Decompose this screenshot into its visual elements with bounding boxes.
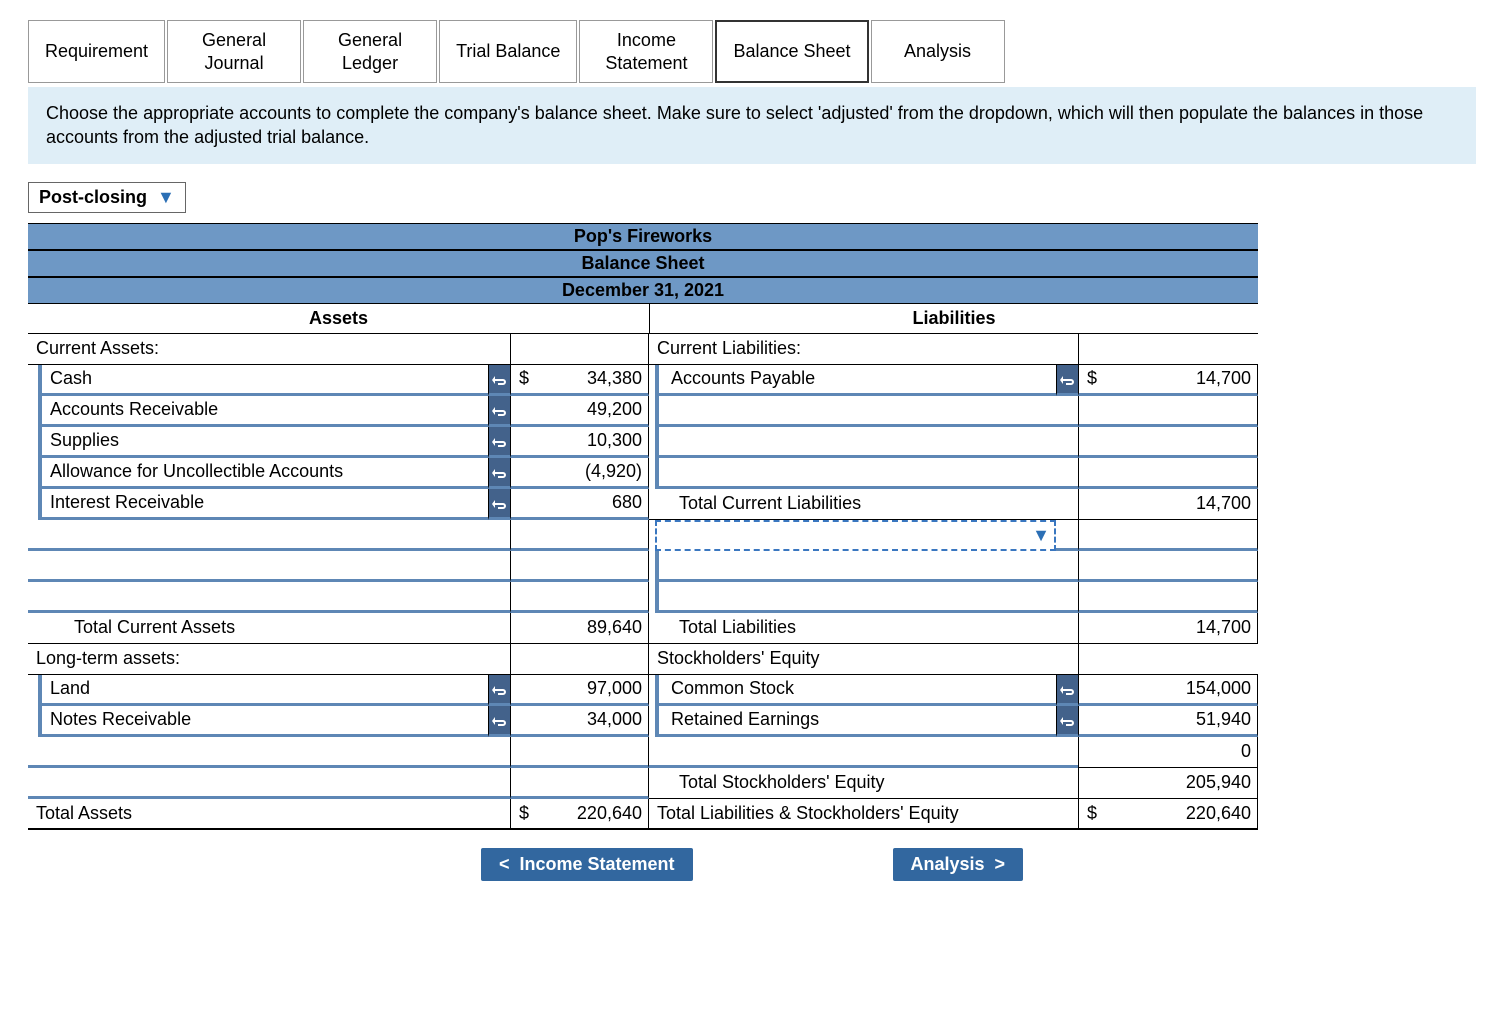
- account-select-asset-5[interactable]: [28, 520, 488, 551]
- equity-row-2: [649, 737, 1056, 768]
- current-assets-header: Current Assets:: [28, 334, 488, 365]
- amount-allowance[interactable]: (4,920): [510, 458, 649, 489]
- account-select-lt-3[interactable]: [28, 768, 488, 799]
- amount-asset-6[interactable]: [510, 551, 649, 582]
- amount-cash[interactable]: $34,380: [510, 365, 649, 396]
- account-select-notes-rec[interactable]: Notes Receivable: [38, 706, 488, 737]
- undo-icon[interactable]: [488, 396, 510, 427]
- account-select-supplies[interactable]: Supplies: [38, 427, 488, 458]
- assets-header: Assets: [28, 304, 649, 333]
- undo-icon[interactable]: [488, 458, 510, 489]
- total-liabilities-label: Total Liabilities: [649, 613, 1056, 644]
- account-select-liab-extra-0[interactable]: [655, 551, 1056, 582]
- statement-title: Balance Sheet: [28, 250, 1258, 277]
- prev-button[interactable]: < Income Statement: [481, 848, 693, 881]
- total-liab-equity-label: Total Liabilities & Stockholders' Equity: [649, 799, 1056, 830]
- undo-icon[interactable]: [488, 365, 510, 396]
- amount-liab-extra-0[interactable]: [1078, 520, 1258, 551]
- amount-accounts-payable[interactable]: $14,700: [1078, 365, 1258, 396]
- undo-icon[interactable]: [488, 489, 510, 520]
- undo-icon[interactable]: [488, 675, 510, 706]
- total-current-assets-amount: 89,640: [510, 613, 649, 644]
- undo-icon[interactable]: [488, 427, 510, 458]
- amount-retained-earnings[interactable]: 51,940: [1078, 706, 1258, 737]
- account-dropdown-active[interactable]: ▼: [655, 520, 1056, 551]
- amount-lt-3[interactable]: [510, 768, 649, 799]
- amount-asset-7[interactable]: [510, 582, 649, 613]
- tab-general-journal[interactable]: General Journal: [167, 20, 301, 83]
- undo-icon[interactable]: [1056, 365, 1078, 396]
- account-select-land[interactable]: Land: [38, 675, 488, 706]
- amount-liab-extra-2[interactable]: [1078, 582, 1258, 613]
- account-select-lt-2[interactable]: [28, 737, 488, 768]
- amount-ar[interactable]: 49,200: [510, 396, 649, 427]
- total-liabilities-amount: 14,700: [1078, 613, 1258, 644]
- amount-lt-2[interactable]: [510, 737, 649, 768]
- amount-liab-2[interactable]: [1078, 427, 1258, 458]
- account-select-asset-6[interactable]: [28, 551, 488, 582]
- account-select-liab-2[interactable]: [655, 427, 1056, 458]
- account-select-liab-3[interactable]: [655, 458, 1056, 489]
- account-select-liab-extra-1[interactable]: [655, 582, 1056, 613]
- tab-analysis[interactable]: Analysis: [871, 20, 1005, 83]
- amount-supplies[interactable]: 10,300: [510, 427, 649, 458]
- statement-date: December 31, 2021: [28, 277, 1258, 304]
- company-name: Pop's Fireworks: [28, 223, 1258, 250]
- amount-equity-2: 0: [1078, 737, 1258, 768]
- tab-requirement[interactable]: Requirement: [28, 20, 165, 83]
- undo-icon[interactable]: [488, 706, 510, 737]
- account-select-liab-1[interactable]: [655, 396, 1056, 427]
- trial-balance-type-value: Post-closing: [39, 187, 147, 208]
- amount-notes-rec[interactable]: 34,000: [510, 706, 649, 737]
- account-select-retained-earnings[interactable]: Retained Earnings: [655, 706, 1056, 737]
- account-select-ar[interactable]: Accounts Receivable: [38, 396, 488, 427]
- instruction-text: Choose the appropriate accounts to compl…: [28, 87, 1476, 164]
- amount-asset-5[interactable]: [510, 520, 649, 551]
- account-select-allowance[interactable]: Allowance for Uncollectible Accounts: [38, 458, 488, 489]
- amount-interest-rec[interactable]: 680: [510, 489, 649, 520]
- chevron-down-icon: ▼: [1032, 525, 1050, 546]
- chevron-down-icon: ▼: [157, 187, 175, 208]
- amount-common-stock[interactable]: 154,000: [1078, 675, 1258, 706]
- total-equity-amount: 205,940: [1078, 768, 1258, 799]
- tab-bar: Requirement General Journal General Ledg…: [28, 20, 1476, 83]
- undo-icon[interactable]: [1056, 675, 1078, 706]
- total-assets-label: Total Assets: [28, 799, 488, 830]
- account-select-cash[interactable]: Cash: [38, 365, 488, 396]
- total-liab-equity-amount: $220,640: [1078, 799, 1258, 830]
- amount-liab-3[interactable]: [1078, 458, 1258, 489]
- trial-balance-type-select[interactable]: Post-closing ▼: [28, 182, 186, 213]
- account-select-asset-7[interactable]: [28, 582, 488, 613]
- total-current-assets-label: Total Current Assets: [28, 613, 488, 644]
- stockholders-equity-header: Stockholders' Equity: [649, 644, 1056, 675]
- current-liabilities-header: Current Liabilities:: [649, 334, 1056, 365]
- account-select-common-stock[interactable]: Common Stock: [655, 675, 1056, 706]
- total-current-liabilities-amount: 14,700: [1078, 489, 1258, 520]
- tab-trial-balance[interactable]: Trial Balance: [439, 20, 577, 83]
- amount-liab-extra-1[interactable]: [1078, 551, 1258, 582]
- tab-balance-sheet[interactable]: Balance Sheet: [715, 20, 868, 83]
- account-select-accounts-payable[interactable]: Accounts Payable: [655, 365, 1056, 396]
- undo-icon[interactable]: [1056, 706, 1078, 737]
- amount-liab-1[interactable]: [1078, 396, 1258, 427]
- account-select-interest-rec[interactable]: Interest Receivable: [38, 489, 488, 520]
- total-assets-amount: $220,640: [510, 799, 649, 830]
- longterm-assets-header: Long-term assets:: [28, 644, 488, 675]
- total-equity-label: Total Stockholders' Equity: [649, 768, 1056, 799]
- tab-general-ledger[interactable]: General Ledger: [303, 20, 437, 83]
- liabilities-header: Liabilities: [649, 304, 1258, 333]
- amount-land[interactable]: 97,000: [510, 675, 649, 706]
- total-current-liabilities-label: Total Current Liabilities: [649, 489, 1056, 520]
- balance-sheet-table: Pop's Fireworks Balance Sheet December 3…: [28, 223, 1258, 830]
- next-button[interactable]: Analysis >: [893, 848, 1024, 881]
- tab-income-statement[interactable]: Income Statement: [579, 20, 713, 83]
